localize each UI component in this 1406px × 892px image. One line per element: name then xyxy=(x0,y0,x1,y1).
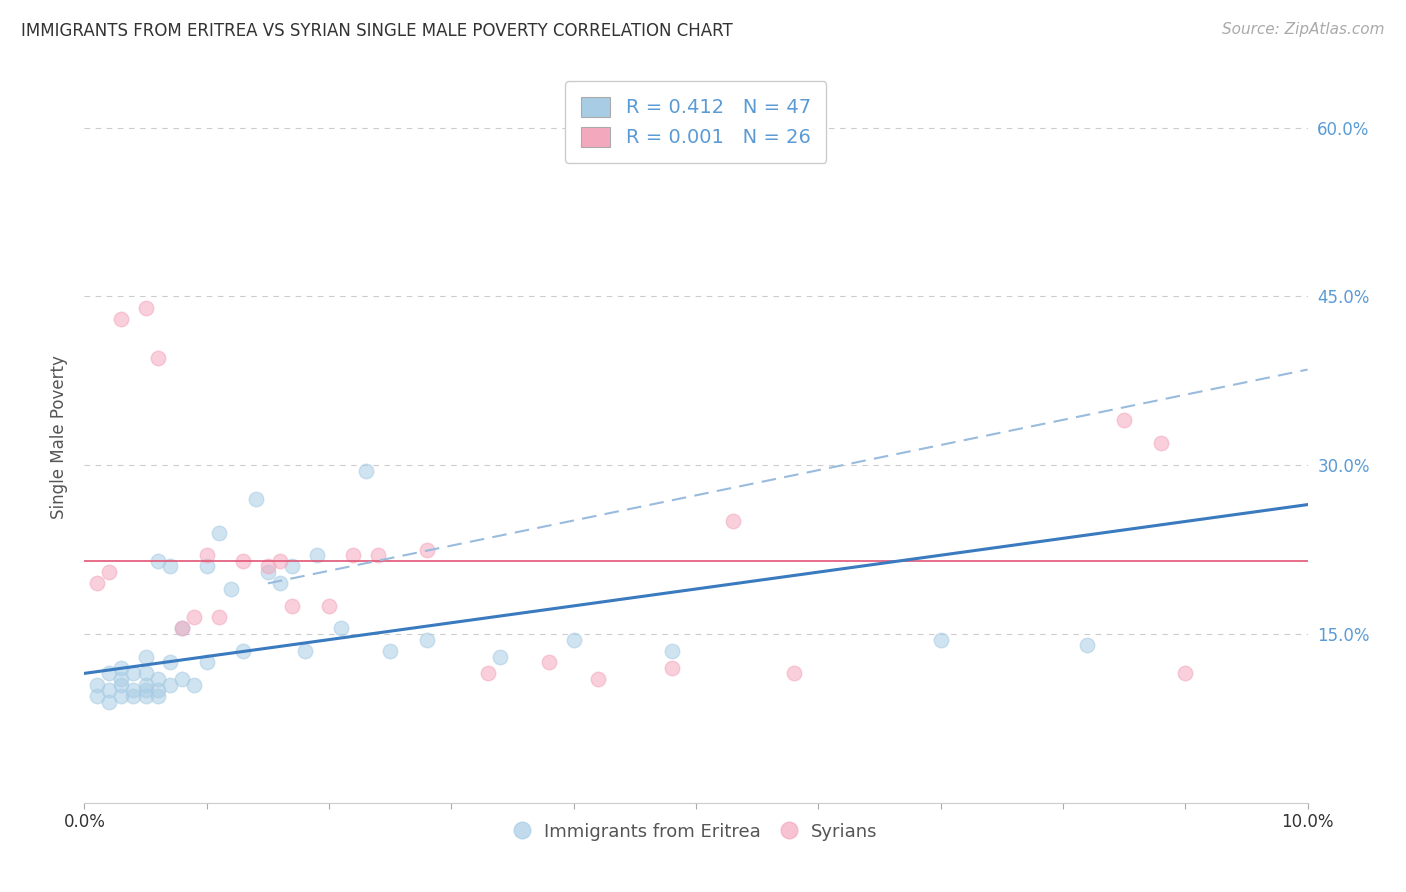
Point xyxy=(183,610,205,624)
Point xyxy=(1076,638,1098,652)
Point xyxy=(122,683,145,698)
Point xyxy=(562,632,585,647)
Point xyxy=(135,649,157,664)
Point xyxy=(110,689,132,703)
Point xyxy=(380,644,402,658)
Point xyxy=(257,565,280,579)
Point xyxy=(538,655,561,669)
Point xyxy=(172,621,194,635)
Y-axis label: Single Male Poverty: Single Male Poverty xyxy=(51,355,69,519)
Point xyxy=(721,515,744,529)
Point xyxy=(929,632,952,647)
Point xyxy=(146,351,169,366)
Point xyxy=(122,689,145,703)
Point xyxy=(97,683,120,698)
Legend: Immigrants from Eritrea, Syrians: Immigrants from Eritrea, Syrians xyxy=(508,816,884,848)
Point xyxy=(110,661,132,675)
Point xyxy=(86,576,108,591)
Point xyxy=(281,559,304,574)
Point xyxy=(245,491,267,506)
Point xyxy=(110,672,132,686)
Point xyxy=(232,554,254,568)
Point xyxy=(195,559,218,574)
Point xyxy=(219,582,242,596)
Point xyxy=(97,565,120,579)
Point xyxy=(342,548,364,562)
Point xyxy=(1114,413,1136,427)
Point xyxy=(195,655,218,669)
Point xyxy=(97,694,120,708)
Point xyxy=(783,666,806,681)
Point xyxy=(195,548,218,562)
Point xyxy=(281,599,304,613)
Point xyxy=(135,301,157,315)
Point xyxy=(661,661,683,675)
Point xyxy=(135,666,157,681)
Point xyxy=(146,672,169,686)
Point xyxy=(135,683,157,698)
Point xyxy=(354,464,377,478)
Point xyxy=(86,678,108,692)
Point xyxy=(269,576,291,591)
Point xyxy=(489,649,512,664)
Point xyxy=(661,644,683,658)
Point xyxy=(367,548,389,562)
Point xyxy=(110,678,132,692)
Point xyxy=(159,678,181,692)
Point xyxy=(135,678,157,692)
Point xyxy=(416,632,439,647)
Point xyxy=(232,644,254,658)
Point xyxy=(257,559,280,574)
Point xyxy=(159,655,181,669)
Point xyxy=(318,599,340,613)
Point xyxy=(208,525,231,540)
Point xyxy=(208,610,231,624)
Point xyxy=(416,542,439,557)
Point xyxy=(477,666,499,681)
Point xyxy=(305,548,328,562)
Point xyxy=(146,683,169,698)
Point xyxy=(122,666,145,681)
Text: Source: ZipAtlas.com: Source: ZipAtlas.com xyxy=(1222,22,1385,37)
Point xyxy=(146,554,169,568)
Point xyxy=(269,554,291,568)
Point xyxy=(146,689,169,703)
Point xyxy=(1150,435,1173,450)
Point xyxy=(183,678,205,692)
Point xyxy=(97,666,120,681)
Point xyxy=(110,312,132,326)
Point xyxy=(586,672,609,686)
Point xyxy=(1174,666,1197,681)
Text: IMMIGRANTS FROM ERITREA VS SYRIAN SINGLE MALE POVERTY CORRELATION CHART: IMMIGRANTS FROM ERITREA VS SYRIAN SINGLE… xyxy=(21,22,733,40)
Point xyxy=(330,621,353,635)
Point xyxy=(159,559,181,574)
Point xyxy=(172,672,194,686)
Point xyxy=(135,689,157,703)
Point xyxy=(294,644,316,658)
Point xyxy=(86,689,108,703)
Point xyxy=(172,621,194,635)
